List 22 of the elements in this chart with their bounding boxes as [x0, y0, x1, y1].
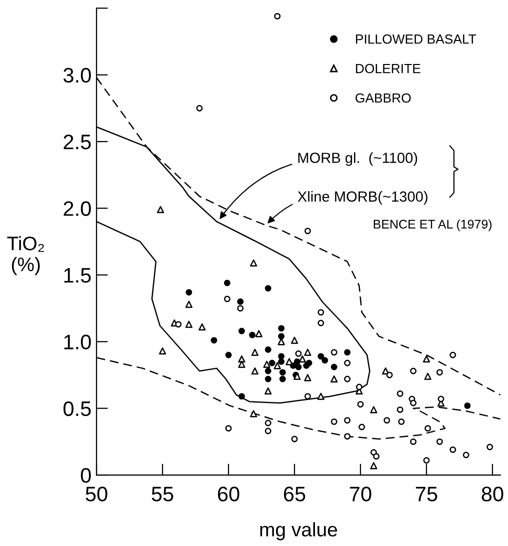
- legend-label: PILLOWED BASALT: [356, 34, 476, 44]
- x-tick-label: 55: [152, 486, 174, 502]
- x-tick-label: 75: [416, 486, 438, 502]
- x-tick-label: 60: [218, 486, 240, 502]
- y-tick-label: 1.0: [64, 334, 91, 350]
- y-tick-label: 1.5: [64, 268, 91, 283]
- y-tick-label: 2.5: [64, 134, 91, 150]
- legend-label: GABBRO: [356, 93, 411, 103]
- x-tick-label: 70: [350, 486, 372, 502]
- y-tick-label: 3.0: [63, 68, 91, 83]
- y-tick-label: 0.5: [64, 401, 91, 416]
- x-tick-label: 65: [284, 486, 306, 502]
- x-tick-label: 80: [482, 486, 504, 502]
- annotation: Xline MORB(~1300): [298, 191, 428, 205]
- y-tick-label: 2.0: [64, 201, 91, 216]
- legend-label: DOLERITE: [356, 64, 420, 74]
- y-tick-label: 0: [80, 468, 91, 483]
- y-axis-title: TiO₂ (%): [7, 236, 44, 276]
- x-axis-title: mg value: [260, 522, 338, 540]
- x-tick-label: 50: [86, 486, 108, 502]
- annotation: MORB gl. (~1100): [298, 152, 418, 166]
- annotation: BENCE ET AL (1979): [374, 219, 492, 232]
